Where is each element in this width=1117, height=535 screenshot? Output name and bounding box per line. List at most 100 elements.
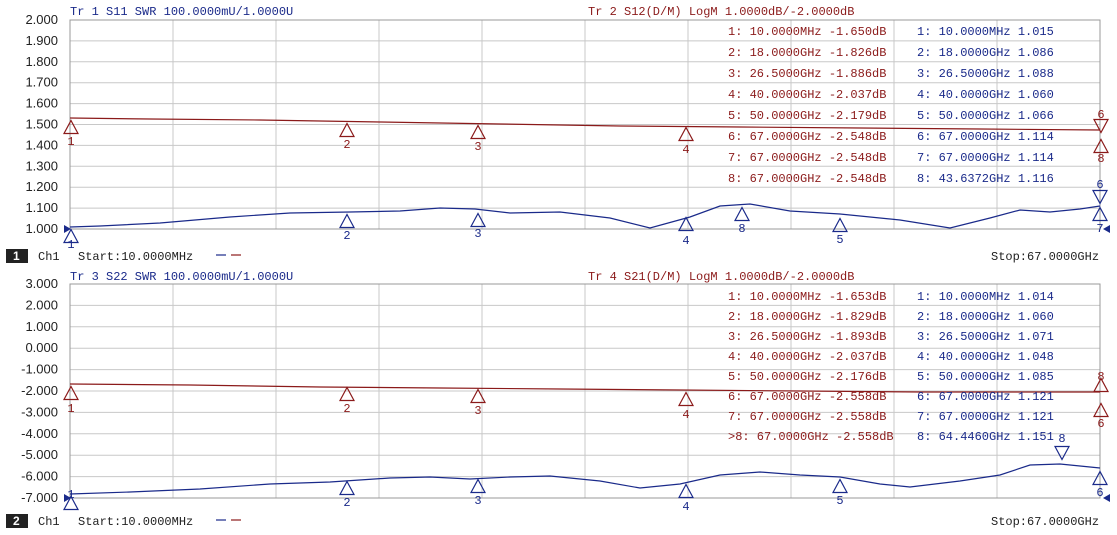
trace-red bbox=[69, 383, 1100, 393]
marker-number-red: 1 bbox=[67, 402, 74, 416]
markers[interactable]: 1 2 3 4 8 5 6 7 1 2 3 4 6 8 bbox=[62, 108, 1110, 252]
y-tick-label: 3.000 bbox=[25, 276, 58, 291]
channel-badge[interactable] bbox=[6, 249, 28, 263]
marker-readout-blue: 8: 64.4460GHz 1.151 bbox=[917, 430, 1054, 444]
y-tick-label: 1.000 bbox=[25, 319, 58, 334]
marker-readout-table: 1: 10.0000MHz -1.653dB 2: 18.0000GHz -1.8… bbox=[728, 290, 1054, 444]
marker-readout-blue: 4: 40.0000GHz 1.060 bbox=[917, 88, 1054, 102]
trace-2-title[interactable]: Tr 2 S12(D/M) LogM 1.0000dB/-2.0000dB bbox=[588, 5, 854, 19]
marker-triangle-blue[interactable] bbox=[733, 206, 751, 222]
channel-footer: 2 Ch1 Start:10.0000MHz Stop:67.0000GHz bbox=[6, 514, 1099, 529]
marker-number-red: 2 bbox=[343, 138, 350, 152]
channel-2-panel: 3.000 2.000 1.000 0.000 -1.000 -2.000 -3.000 -4… bbox=[0, 270, 1117, 535]
marker-triangle-blue[interactable] bbox=[831, 217, 849, 233]
marker-number-blue: 2 bbox=[343, 229, 350, 243]
channel-1-plot[interactable]: 2.000 1.900 1.800 1.700 1.600 1.500 1.400 1.300… bbox=[0, 0, 1117, 267]
y-tick-label: 1.700 bbox=[25, 75, 58, 90]
marker-number-red: 8 bbox=[1097, 370, 1104, 384]
marker-triangle-blue[interactable] bbox=[1053, 445, 1071, 461]
marker-number-blue: 3 bbox=[474, 494, 481, 508]
marker-number-red: 1 bbox=[67, 135, 74, 149]
marker-readout-red: 6: 67.0000GHz -2.548dB bbox=[728, 130, 886, 144]
trace-1-title[interactable]: Tr 1 S11 SWR 100.0000mU/1.0000U bbox=[70, 5, 293, 19]
plot-frame bbox=[69, 19, 1101, 230]
marker-triangle-red[interactable] bbox=[677, 391, 695, 407]
marker-triangle-red[interactable] bbox=[338, 386, 356, 402]
marker-triangle-blue[interactable] bbox=[469, 478, 487, 494]
marker-triangle-red[interactable] bbox=[1092, 118, 1110, 134]
y-tick-label: -6.000 bbox=[21, 469, 58, 484]
grid bbox=[69, 283, 1101, 499]
marker-readout-blue: 2: 18.0000GHz 1.086 bbox=[917, 46, 1054, 60]
y-tick-label: -3.000 bbox=[21, 404, 58, 419]
channel-2-plot[interactable]: 3.000 2.000 1.000 0.000 -1.000 -2.000 -3.000 -4… bbox=[0, 270, 1117, 535]
marker-triangle-red[interactable] bbox=[469, 388, 487, 404]
marker-triangle-red[interactable] bbox=[677, 126, 695, 142]
marker-readout-blue: 3: 26.5000GHz 1.088 bbox=[917, 67, 1054, 81]
marker-triangle-red[interactable] bbox=[338, 122, 356, 138]
traces bbox=[64, 383, 1110, 502]
marker-number-red: 4 bbox=[682, 408, 689, 422]
marker-triangle-red[interactable] bbox=[1092, 138, 1110, 154]
marker-triangle-blue[interactable] bbox=[62, 228, 80, 244]
marker-number-red: 8 bbox=[1097, 152, 1104, 166]
y-tick-label: 0.000 bbox=[25, 340, 58, 355]
channel-1-panel: 2.000 1.900 1.800 1.700 1.600 1.500 1.400 1.300… bbox=[0, 0, 1117, 267]
marker-triangle-red[interactable] bbox=[469, 124, 487, 140]
marker-number-blue: 5 bbox=[836, 233, 843, 247]
marker-triangle-blue[interactable] bbox=[338, 213, 356, 229]
marker-readout-red: >8: 67.0000GHz -2.558dB bbox=[728, 430, 894, 444]
y-tick-label: 2.000 bbox=[25, 297, 58, 312]
channel-name: Ch1 bbox=[38, 515, 60, 529]
marker-number-blue: 7 bbox=[1096, 222, 1103, 236]
channel-badge-number: 2 bbox=[13, 514, 20, 528]
grid bbox=[69, 19, 1101, 230]
marker-readout-blue: 7: 67.0000GHz 1.114 bbox=[917, 151, 1054, 165]
marker-triangle-red[interactable] bbox=[62, 385, 80, 401]
marker-readout-blue: 8: 43.6372GHz 1.116 bbox=[917, 172, 1054, 186]
marker-triangle-blue[interactable] bbox=[1091, 470, 1109, 486]
marker-triangle-blue[interactable] bbox=[338, 480, 356, 496]
channel-badge[interactable] bbox=[6, 514, 28, 528]
marker-readout-blue: 6: 67.0000GHz 1.114 bbox=[917, 130, 1054, 144]
y-tick-label: -4.000 bbox=[21, 426, 58, 441]
marker-triangle-blue[interactable] bbox=[831, 478, 849, 494]
marker-triangle-blue[interactable] bbox=[62, 495, 80, 511]
marker-readout-blue: 5: 50.0000GHz 1.066 bbox=[917, 109, 1054, 123]
marker-number-blue: 1 bbox=[67, 238, 74, 252]
marker-number-blue: 1 bbox=[67, 488, 74, 502]
marker-readout-blue: 2: 18.0000GHz 1.060 bbox=[917, 310, 1054, 324]
stop-frequency[interactable]: Stop:67.0000GHz bbox=[991, 250, 1099, 264]
marker-readout-table: 1: 10.0000MHz -1.650dB 2: 18.0000GHz -1.8… bbox=[728, 25, 1054, 186]
reference-arrow-right bbox=[1103, 494, 1110, 502]
stop-frequency[interactable]: Stop:67.0000GHz bbox=[991, 515, 1099, 529]
marker-readout-blue: 1: 10.0000MHz 1.014 bbox=[917, 290, 1054, 304]
marker-number-blue: 5 bbox=[836, 494, 843, 508]
marker-number-blue: 8 bbox=[738, 222, 745, 236]
marker-readout-blue: 7: 67.0000GHz 1.121 bbox=[917, 410, 1054, 424]
trace-3-title[interactable]: Tr 3 S22 SWR 100.0000mU/1.0000U bbox=[70, 270, 293, 284]
y-axis-labels: 3.000 2.000 1.000 0.000 -1.000 -2.000 -3.000 -4… bbox=[21, 276, 58, 505]
marker-triangle-blue[interactable] bbox=[1091, 189, 1109, 205]
marker-triangle-blue[interactable] bbox=[1091, 206, 1109, 222]
markers[interactable]: 1 2 3 4 5 8 6 1 2 3 4 8 6 bbox=[62, 370, 1110, 514]
marker-triangle-red[interactable] bbox=[1092, 402, 1110, 418]
marker-triangle-blue[interactable] bbox=[677, 483, 695, 499]
marker-readout-red: 8: 67.0000GHz -2.548dB bbox=[728, 172, 886, 186]
marker-readout-red: 1: 10.0000MHz -1.650dB bbox=[728, 25, 886, 39]
marker-triangle-blue[interactable] bbox=[677, 216, 695, 232]
trace-4-title[interactable]: Tr 4 S21(D/M) LogM 1.0000dB/-2.0000dB bbox=[588, 270, 854, 284]
marker-number-red: 3 bbox=[474, 140, 481, 154]
marker-triangle-red[interactable] bbox=[62, 119, 80, 135]
marker-triangle-red[interactable] bbox=[1092, 377, 1110, 393]
marker-triangle-blue[interactable] bbox=[469, 212, 487, 228]
y-tick-label: -5.000 bbox=[21, 447, 58, 462]
y-tick-label: -1.000 bbox=[21, 362, 58, 377]
y-tick-label: 1.300 bbox=[25, 158, 58, 173]
start-frequency[interactable]: Start:10.0000MHz bbox=[78, 515, 193, 529]
marker-number-blue: 4 bbox=[682, 234, 689, 248]
marker-readout-red: 3: 26.5000GHz -1.893dB bbox=[728, 330, 886, 344]
start-frequency[interactable]: Start:10.0000MHz bbox=[78, 250, 193, 264]
y-tick-label: 1.400 bbox=[25, 137, 58, 152]
marker-number-red: 2 bbox=[343, 402, 350, 416]
